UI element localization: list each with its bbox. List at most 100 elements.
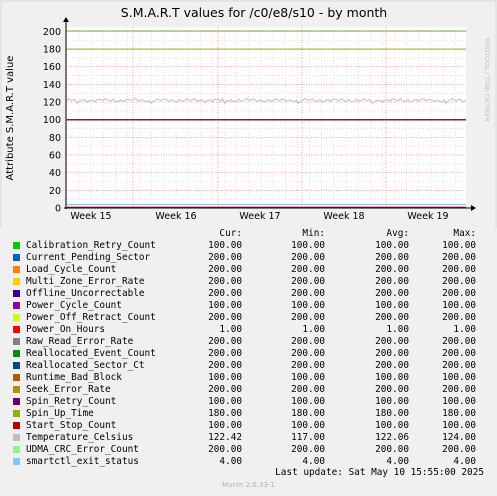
legend-row-temperature-celsius: Temperature_Celsius 122.42 117.00 122.06 124…	[10, 432, 490, 444]
legend-series-name: Offline_Uncorrectable	[26, 288, 145, 299]
legend-row-power-on-hours: Power_On_Hours 1.00 1.00 1.00 1.00	[10, 324, 490, 336]
legend-series-name: Current_Pending_Sector	[26, 252, 151, 263]
legend-avg-value: 200.00	[375, 384, 409, 395]
legend-max-value: 100.00	[442, 240, 476, 251]
legend-max-value: 100.00	[442, 396, 476, 407]
y-tick-label: 200	[43, 27, 61, 38]
y-tick-label: 160	[43, 62, 61, 73]
legend-max-value: 200.00	[442, 360, 476, 371]
legend-max-value: 1.00	[453, 324, 476, 335]
legend-min-value: 200.00	[291, 312, 325, 323]
legend-swatch	[13, 314, 20, 321]
legend-min-value: 100.00	[291, 396, 325, 407]
legend-max-value: 200.00	[442, 276, 476, 287]
legend-series-name: Power_Off_Retract_Count	[26, 312, 156, 323]
legend-row-seek-error-rate: Seek_Error_Rate 200.00 200.00 200.00 200.00	[10, 384, 490, 396]
y-tick-label: 140	[43, 80, 61, 91]
legend-swatch	[13, 254, 20, 261]
legend-row-current-pending-sector: Current_Pending_Sector 200.00 200.00 200.00…	[10, 252, 490, 264]
legend-max-value: 100.00	[442, 300, 476, 311]
legend-swatch	[13, 362, 20, 369]
legend-avg-value: 100.00	[375, 240, 409, 251]
legend-swatch	[13, 458, 20, 465]
legend-row-offline-uncorrectable: Offline_Uncorrectable 200.00 200.00 200.00 2…	[10, 288, 490, 300]
legend-cur-value: 100.00	[208, 300, 242, 311]
x-tick-label: Week 17	[239, 211, 280, 222]
legend-avg-value: 200.00	[375, 264, 409, 275]
legend-series-name: Power_Cycle_Count	[26, 300, 122, 311]
plot-area	[66, 27, 466, 208]
legend-avg-value: 4.00	[386, 456, 409, 467]
legend-row-raw-read-error-rate: Raw_Read_Error_Rate 200.00 200.00 200.00 200…	[10, 336, 490, 348]
grid	[66, 27, 466, 208]
legend-swatch	[13, 278, 20, 285]
legend-row-power-cycle-count: Power_Cycle_Count 100.00 100.00 100.00 100.0…	[10, 300, 490, 312]
legend-min-value: 4.00	[302, 456, 325, 467]
legend-avg-value: 100.00	[375, 396, 409, 407]
col-avg-header: Avg:	[386, 228, 409, 239]
legend-series-name: UDMA_CRC_Error_Count	[26, 444, 139, 455]
legend-series-name: Spin_Retry_Count	[26, 396, 117, 407]
legend-cur-value: 200.00	[208, 288, 242, 299]
legend-avg-value: 200.00	[375, 336, 409, 347]
legend-series-name: smartctl_exit_status	[26, 456, 139, 467]
legend-series-name: Raw_Read_Error_Rate	[26, 336, 134, 347]
y-axis-arrow	[63, 17, 69, 22]
y-tick-label: 180	[43, 45, 61, 56]
legend-min-value: 200.00	[291, 264, 325, 275]
legend-swatch	[13, 326, 20, 333]
y-tick-label: 40	[49, 168, 61, 179]
legend-cur-value: 100.00	[208, 420, 242, 431]
col-max-header: Max:	[453, 228, 476, 239]
legend-swatch	[13, 242, 20, 249]
legend-avg-value: 122.06	[375, 432, 409, 443]
legend-series-name: Multi_Zone_Error_Rate	[26, 276, 145, 287]
legend-avg-value: 200.00	[375, 252, 409, 263]
legend-swatch	[13, 350, 20, 357]
y-tick-label: 60	[49, 151, 61, 162]
legend-min-value: 100.00	[291, 420, 325, 431]
legend-max-value: 200.00	[442, 312, 476, 323]
legend-min-value: 200.00	[291, 360, 325, 371]
legend-row-reallocated-sector-ct: Reallocated_Sector_Ct 200.00 200.00 200.00 2…	[10, 360, 490, 372]
legend-avg-value: 1.00	[386, 324, 409, 335]
series-lines	[66, 30, 467, 208]
legend-max-value: 200.00	[442, 288, 476, 299]
legend-min-value: 200.00	[291, 336, 325, 347]
legend-min-value: 100.00	[291, 300, 325, 311]
legend-max-value: 200.00	[442, 384, 476, 395]
legend-max-value: 200.00	[442, 336, 476, 347]
legend-swatch	[13, 410, 20, 417]
legend-avg-value: 200.00	[375, 312, 409, 323]
col-cur-header: Cur:	[219, 228, 242, 239]
legend-swatch	[13, 266, 20, 273]
legend-max-value: 124.00	[442, 432, 476, 443]
legend-swatch	[13, 338, 20, 345]
legend-min-value: 200.00	[291, 276, 325, 287]
legend-avg-value: 100.00	[375, 420, 409, 431]
legend-row-calibration-retry-count: Calibration_Retry_Count 100.00 100.00 100.0…	[10, 240, 490, 252]
legend-max-value: 180.00	[442, 408, 476, 419]
x-tick-label: Week 18	[323, 211, 364, 222]
y-tick-label: 20	[49, 186, 61, 197]
legend-max-value: 200.00	[442, 348, 476, 359]
legend-series-name: Spin_Up_Time	[26, 408, 94, 419]
legend-min-value: 200.00	[291, 252, 325, 263]
x-tick-label: Week 16	[155, 211, 196, 222]
legend-swatch	[13, 422, 20, 429]
legend-min-value: 117.00	[291, 432, 325, 443]
legend-min-value: 1.00	[302, 324, 325, 335]
legend-max-value: 200.00	[442, 264, 476, 275]
legend-cur-value: 200.00	[208, 336, 242, 347]
legend-min-value: 100.00	[291, 240, 325, 251]
y-tick-label: 100	[43, 115, 61, 126]
legend-swatch	[13, 434, 20, 441]
legend-min-value: 100.00	[291, 372, 325, 383]
tick-labels: 0 20 40 60 80 100 120 140 160 180 200 Week 15 Week 1…	[43, 27, 449, 222]
legend-avg-value: 200.00	[375, 360, 409, 371]
axes	[63, 17, 476, 211]
legend-swatch	[13, 290, 20, 297]
last-update: Last update: Sat May 10 15:55:00 2025	[275, 467, 484, 478]
legend-series-name: Power_On_Hours	[26, 324, 106, 335]
series-line-temperature-celsius	[66, 97, 467, 105]
